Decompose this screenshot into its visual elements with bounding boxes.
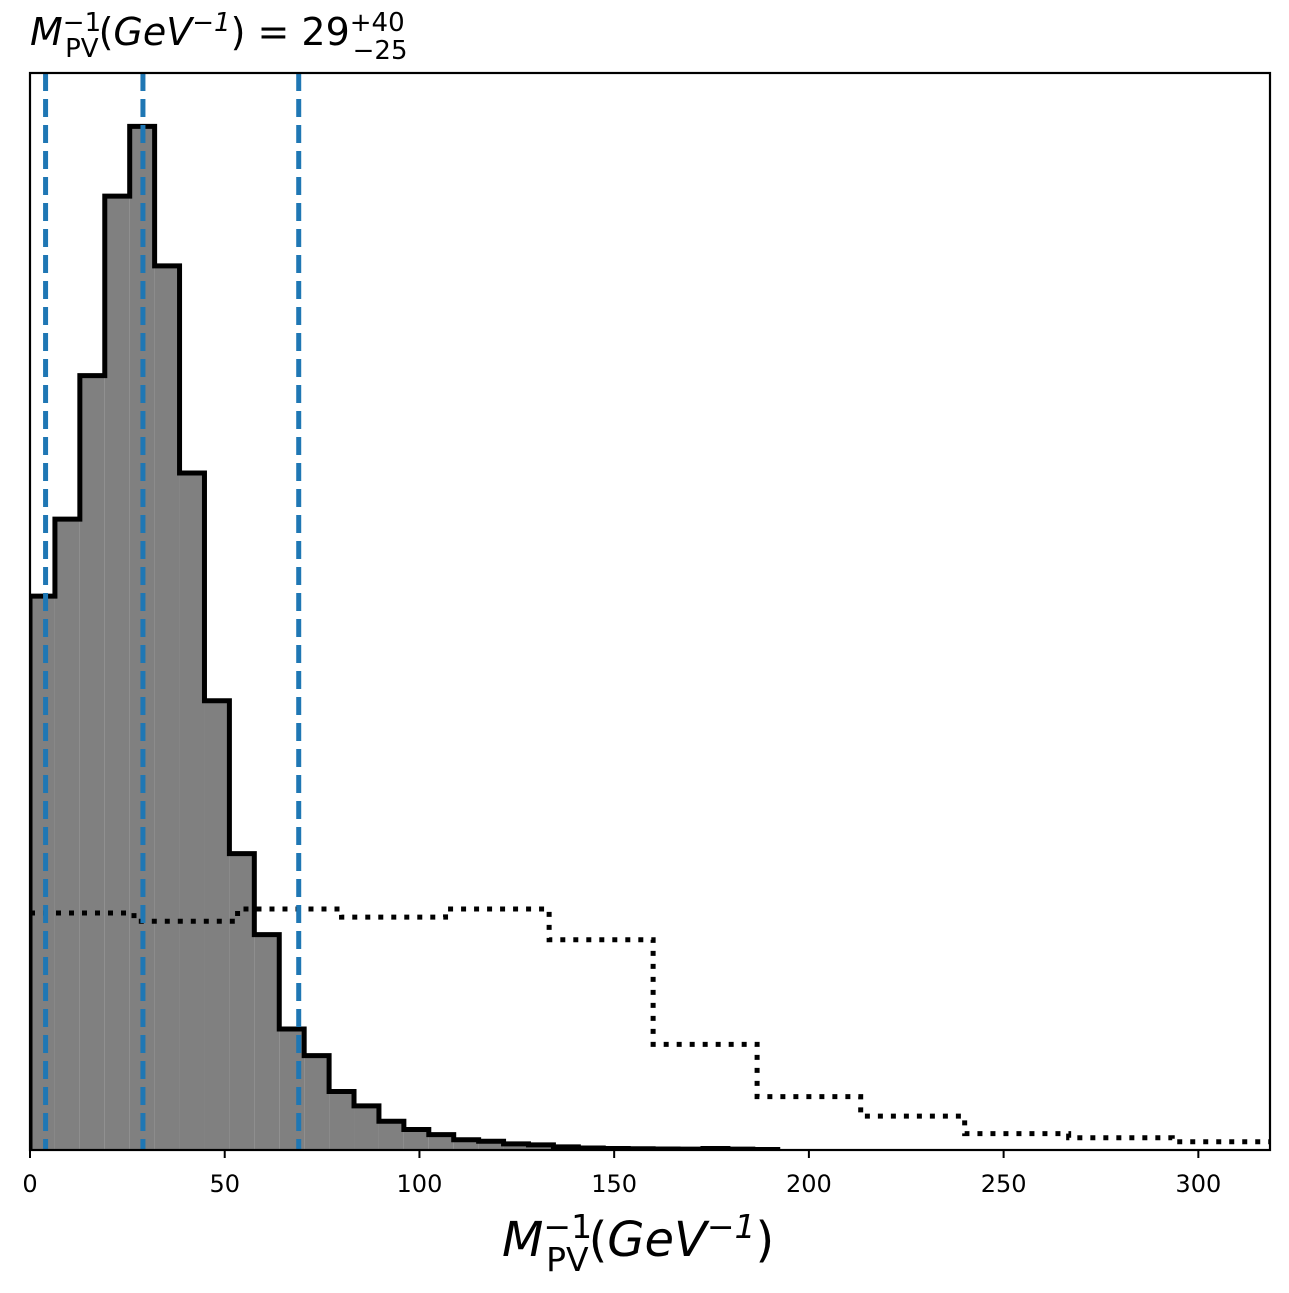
plot-area xyxy=(30,73,1270,1150)
hist-bar xyxy=(503,1143,529,1150)
hist-bar xyxy=(79,375,105,1150)
hist-bar xyxy=(378,1121,404,1150)
hist-bar xyxy=(179,473,205,1150)
chart-title: M−1 PV(GeV−1) = 29+40 −25 xyxy=(30,8,408,66)
x-tick-label: 300 xyxy=(1175,1170,1221,1198)
hist-bar xyxy=(54,519,80,1150)
x-tick-label: 250 xyxy=(981,1170,1027,1198)
hist-bar xyxy=(478,1141,504,1150)
hist-bar xyxy=(254,934,280,1150)
hist-bar xyxy=(403,1129,429,1150)
x-tick-label: 200 xyxy=(786,1170,832,1198)
hist-bar xyxy=(154,265,180,1150)
hist-bar xyxy=(104,196,130,1150)
hist-bar xyxy=(304,1055,330,1150)
hist-bar xyxy=(428,1134,454,1150)
x-tick-label: 150 xyxy=(591,1170,637,1198)
hist-bar xyxy=(453,1139,479,1150)
hist-bar xyxy=(354,1105,379,1150)
x-tick-label: 0 xyxy=(22,1170,37,1198)
hist-bar xyxy=(30,596,55,1150)
x-tick-label: 100 xyxy=(397,1170,443,1198)
x-axis-ticks: 0 50 100 150 200 250 300 xyxy=(22,1150,1221,1198)
x-tick-label: 50 xyxy=(209,1170,240,1198)
axes-frame xyxy=(28,71,1272,1152)
x-axis-label: M−1 PV(GeV−1) xyxy=(502,1207,774,1279)
hist-bar xyxy=(528,1144,554,1150)
prior-step-line xyxy=(30,906,1270,1145)
hist-bar xyxy=(204,700,230,1150)
hist-bar xyxy=(229,853,255,1150)
hist-bar xyxy=(329,1091,355,1150)
